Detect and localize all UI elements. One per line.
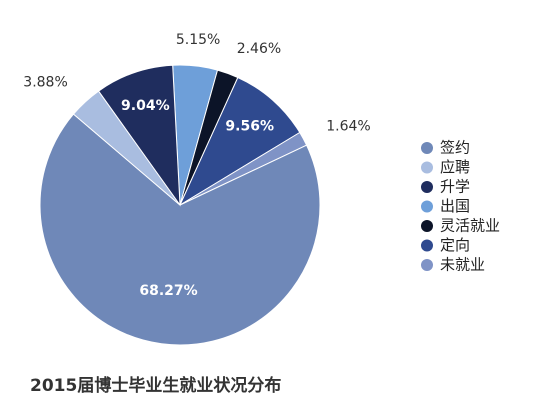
legend-marker: [421, 259, 433, 271]
legend-marker: [421, 142, 433, 154]
legend-marker: [421, 181, 433, 193]
legend-marker: [421, 161, 433, 174]
legend-label: 灵活就业: [440, 217, 500, 235]
legend-marker: [421, 220, 433, 232]
legend-label: 签约: [440, 139, 470, 157]
slice-label: 5.15%: [176, 32, 220, 48]
pie-slice: [97, 64, 181, 207]
legend-marker: [421, 239, 433, 252]
chart-title: 2015届博士毕业生就业状况分布: [30, 375, 281, 396]
legend-label: 未就业: [440, 256, 485, 274]
legend-label: 定向: [440, 236, 470, 254]
slice-label: 9.56%: [225, 118, 274, 134]
slice-label: 2.46%: [237, 41, 281, 57]
slice-label: 9.04%: [121, 98, 170, 114]
legend-label: 升学: [440, 178, 470, 196]
slice-label: 3.88%: [23, 75, 67, 91]
legend-label: 出国: [440, 197, 470, 215]
slice-label: 1.64%: [326, 118, 370, 134]
legend-marker: [421, 200, 433, 213]
pie-slice: [178, 76, 301, 207]
pie-slice: [39, 113, 321, 346]
legend-label: 应聘: [440, 158, 470, 176]
slice-label: 68.27%: [139, 283, 197, 299]
